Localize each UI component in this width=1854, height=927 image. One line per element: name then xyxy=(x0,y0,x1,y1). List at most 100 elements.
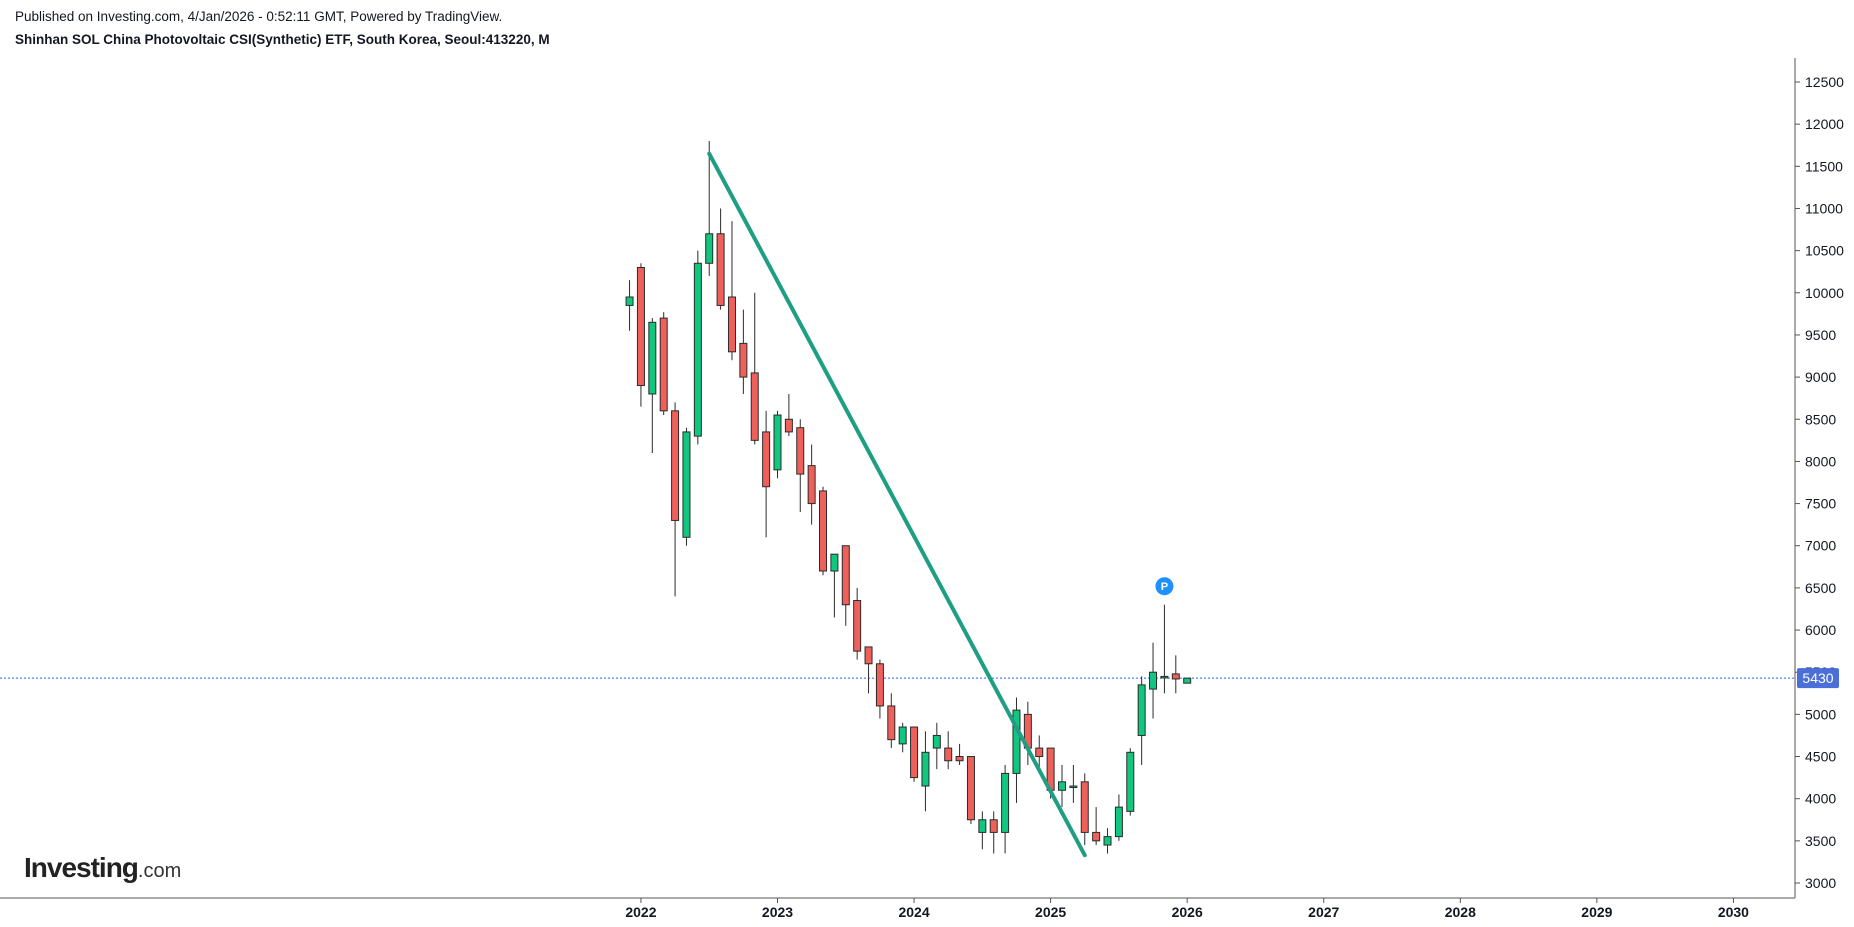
candle-body xyxy=(1012,709,1021,774)
plot-area: P xyxy=(0,141,1795,858)
candle-body xyxy=(1137,684,1146,736)
x-tick-label: 2030 xyxy=(1718,904,1749,920)
candle-body xyxy=(716,233,725,306)
candle-body xyxy=(682,431,691,538)
last-price-badge-bg xyxy=(1797,668,1839,689)
candle[interactable] xyxy=(625,280,634,331)
last-price-label: 5430 xyxy=(1802,670,1833,686)
y-tick-label: 10500 xyxy=(1805,243,1844,259)
candle[interactable] xyxy=(807,444,816,525)
candle-body xyxy=(944,747,953,762)
candle-body xyxy=(1069,785,1078,789)
candle[interactable] xyxy=(1126,748,1135,816)
y-tick-label: 5000 xyxy=(1805,706,1836,722)
candle[interactable] xyxy=(648,318,657,453)
y-tick-label: 7000 xyxy=(1805,538,1836,554)
candle[interactable] xyxy=(693,250,702,445)
p-marker[interactable]: P xyxy=(1155,577,1174,596)
candle[interactable] xyxy=(727,221,736,361)
candle-body xyxy=(921,751,930,787)
candle[interactable] xyxy=(659,312,668,416)
candle[interactable] xyxy=(671,402,680,597)
candle[interactable] xyxy=(898,722,907,753)
candle-body xyxy=(1001,772,1010,833)
candle[interactable] xyxy=(1183,677,1192,684)
candle[interactable] xyxy=(853,587,862,660)
candle[interactable] xyxy=(887,693,896,749)
y-tick-label: 9000 xyxy=(1805,369,1836,385)
candle[interactable] xyxy=(830,553,839,618)
candle-body xyxy=(784,418,793,433)
candle[interactable] xyxy=(773,410,782,479)
candle[interactable] xyxy=(841,545,850,626)
candle[interactable] xyxy=(682,427,691,546)
candle[interactable] xyxy=(739,309,748,394)
y-tick-label: 6000 xyxy=(1805,622,1836,638)
x-tick-label: 2023 xyxy=(762,904,793,920)
candle[interactable] xyxy=(944,731,953,770)
candle-body xyxy=(932,734,941,749)
candle-body xyxy=(841,545,850,606)
x-tick-label: 2027 xyxy=(1308,904,1339,920)
candle[interactable] xyxy=(1001,764,1010,854)
candle[interactable] xyxy=(750,292,759,445)
candle[interactable] xyxy=(1092,807,1101,846)
candle[interactable] xyxy=(1080,773,1089,846)
candle-body xyxy=(636,266,645,387)
candle[interactable] xyxy=(819,486,828,576)
candle-body xyxy=(705,233,714,264)
candle[interactable] xyxy=(1137,676,1146,765)
candle[interactable] xyxy=(966,756,975,824)
y-tick-label: 7500 xyxy=(1805,496,1836,512)
candle[interactable] xyxy=(784,393,793,437)
candle[interactable] xyxy=(1160,604,1169,694)
candle[interactable] xyxy=(1058,764,1066,808)
candle-body xyxy=(898,726,907,745)
candle-body xyxy=(966,756,975,821)
y-tick-label: 9500 xyxy=(1805,327,1836,343)
y-tick-label: 3500 xyxy=(1805,833,1836,849)
candle[interactable] xyxy=(921,731,930,812)
candle-body xyxy=(864,646,873,665)
candle[interactable] xyxy=(705,141,714,276)
candle-body xyxy=(693,262,702,437)
x-tick-label: 2026 xyxy=(1172,904,1203,920)
candle[interactable] xyxy=(1114,794,1123,841)
candle[interactable] xyxy=(910,726,919,782)
candle[interactable] xyxy=(1149,642,1158,719)
candle[interactable] xyxy=(762,410,771,538)
candle-body xyxy=(1114,806,1123,838)
candle[interactable] xyxy=(989,811,998,854)
x-tick-label: 2025 xyxy=(1035,904,1066,920)
candle[interactable] xyxy=(796,419,805,513)
candle[interactable] xyxy=(1103,828,1112,854)
y-tick-label: 6500 xyxy=(1805,580,1836,596)
candle[interactable] xyxy=(932,722,941,770)
candle[interactable] xyxy=(875,659,884,719)
y-tick-label: 4500 xyxy=(1805,749,1836,765)
candle[interactable] xyxy=(636,263,645,407)
candle-body xyxy=(1092,831,1101,842)
candle[interactable] xyxy=(864,646,873,694)
candle[interactable] xyxy=(955,743,964,765)
candle[interactable] xyxy=(716,208,725,310)
candle-body xyxy=(1080,781,1089,833)
x-tick-label: 2024 xyxy=(898,904,929,920)
last-price-badge: 5430 xyxy=(1797,668,1839,689)
candle-body xyxy=(978,819,987,833)
candle[interactable] xyxy=(1035,735,1044,770)
x-tick-label: 2028 xyxy=(1445,904,1476,920)
trendline[interactable] xyxy=(707,151,1087,858)
candle[interactable] xyxy=(978,811,987,850)
symbol-title: Shinhan SOL China Photovoltaic CSI(Synth… xyxy=(15,32,550,47)
candle[interactable] xyxy=(1171,655,1180,694)
published-info: Published on Investing.com, 4/Jan/2026 -… xyxy=(15,9,503,24)
logo-sub-text: .com xyxy=(137,860,182,882)
investing-logo[interactable]: Investing.com xyxy=(24,852,181,884)
candle[interactable] xyxy=(1012,697,1021,803)
candle-body xyxy=(1058,781,1066,791)
candle[interactable] xyxy=(1069,764,1078,803)
candle-body xyxy=(1183,677,1192,684)
candle-body xyxy=(1035,747,1044,758)
